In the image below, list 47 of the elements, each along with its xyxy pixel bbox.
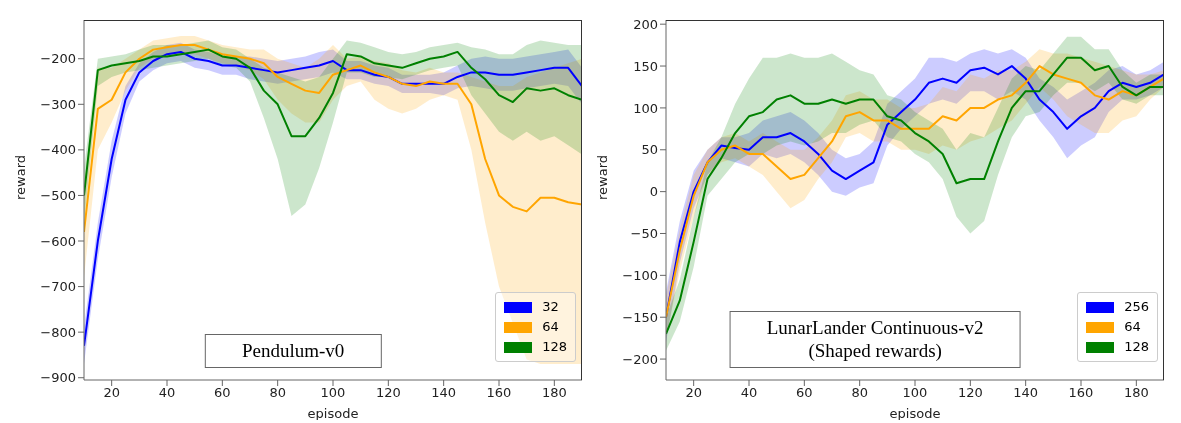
x-tick-label: 180 xyxy=(1123,385,1149,401)
y-tick-label: 100 xyxy=(633,100,658,116)
y-axis-title: reward xyxy=(12,154,28,200)
x-tick-label: 40 xyxy=(158,385,176,401)
x-tick-label: 80 xyxy=(851,385,868,401)
x-tick-label: 40 xyxy=(740,385,758,401)
x-tick-label: 60 xyxy=(796,385,813,401)
x-tick-label: 160 xyxy=(1068,385,1094,401)
x-tick-label: 60 xyxy=(214,385,231,401)
x-tick-label: 140 xyxy=(1013,385,1039,401)
y-tick-label: 50 xyxy=(641,142,658,158)
x-tick-label: 80 xyxy=(269,385,286,401)
y-tick-label: −400 xyxy=(40,142,76,158)
y-axis-title: reward xyxy=(594,154,610,200)
x-tick-label: 20 xyxy=(103,385,120,401)
y-tick-label: −50 xyxy=(630,226,658,242)
y-tick-label: −150 xyxy=(622,309,658,325)
y-tick-label: 200 xyxy=(633,16,658,32)
y-tick-label: −300 xyxy=(40,96,76,112)
legend-label: 32 xyxy=(542,298,559,316)
legend-label: 64 xyxy=(1124,318,1141,336)
x-tick-label: 100 xyxy=(320,385,346,401)
x-axis-title: episode xyxy=(307,406,359,421)
y-tick-label: −800 xyxy=(40,324,76,340)
legend-label: 128 xyxy=(542,338,567,356)
legend-label: 64 xyxy=(542,318,559,336)
y-tick-label: −600 xyxy=(40,233,76,249)
y-tick-label: −100 xyxy=(622,267,658,283)
legend-label: 256 xyxy=(1124,298,1149,316)
x-axis-title: episode xyxy=(889,406,941,421)
y-tick-label: −700 xyxy=(40,279,76,295)
x-tick-label: 20 xyxy=(685,385,702,401)
title-box: Pendulum-v0 xyxy=(204,334,382,368)
y-tick-label: −500 xyxy=(40,188,76,204)
y-tick-label: −200 xyxy=(622,351,658,367)
y-tick-label: −900 xyxy=(40,370,76,386)
x-tick-label: 140 xyxy=(431,385,457,401)
x-tick-label: 180 xyxy=(541,385,567,401)
legend-label: 128 xyxy=(1124,338,1149,356)
x-tick-label: 120 xyxy=(375,385,401,401)
x-tick-label: 160 xyxy=(486,385,512,401)
y-tick-label: −200 xyxy=(40,51,76,67)
y-tick-label: 0 xyxy=(649,184,658,200)
title-box: LunarLander Continuous-v2 (Shaped rewards) xyxy=(729,310,1021,368)
y-tick-label: 150 xyxy=(633,58,658,74)
x-tick-label: 100 xyxy=(902,385,928,401)
x-tick-label: 120 xyxy=(957,385,983,401)
